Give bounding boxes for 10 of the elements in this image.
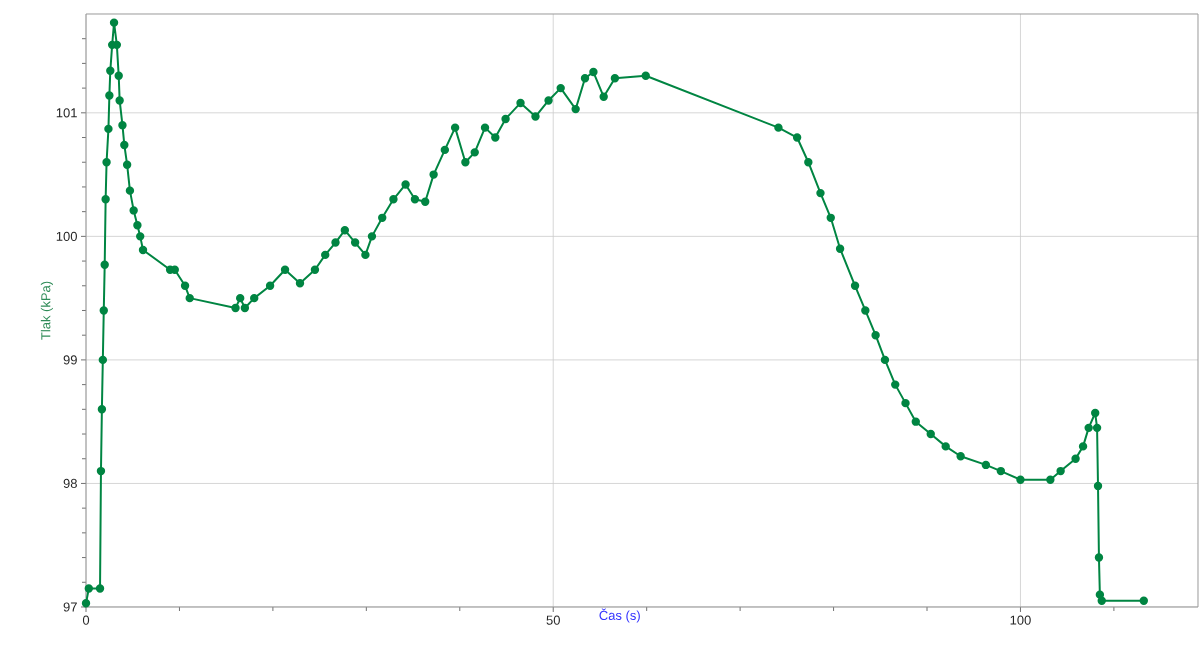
y-tick-label: 99 (63, 355, 77, 365)
x-tick-label: 100 (1010, 615, 1031, 625)
y-tick-label: 101 (56, 108, 77, 118)
x-axis-title: Čas (s) (599, 608, 640, 623)
x-tick-label: 0 (82, 615, 90, 625)
x-tick-label: 50 (546, 615, 560, 625)
y-tick-label: 98 (63, 478, 77, 489)
y-axis-title: Tlak (kPa) (40, 281, 53, 340)
y-tick-label: 100 (56, 231, 77, 241)
y-tick-label: 97 (63, 602, 77, 612)
